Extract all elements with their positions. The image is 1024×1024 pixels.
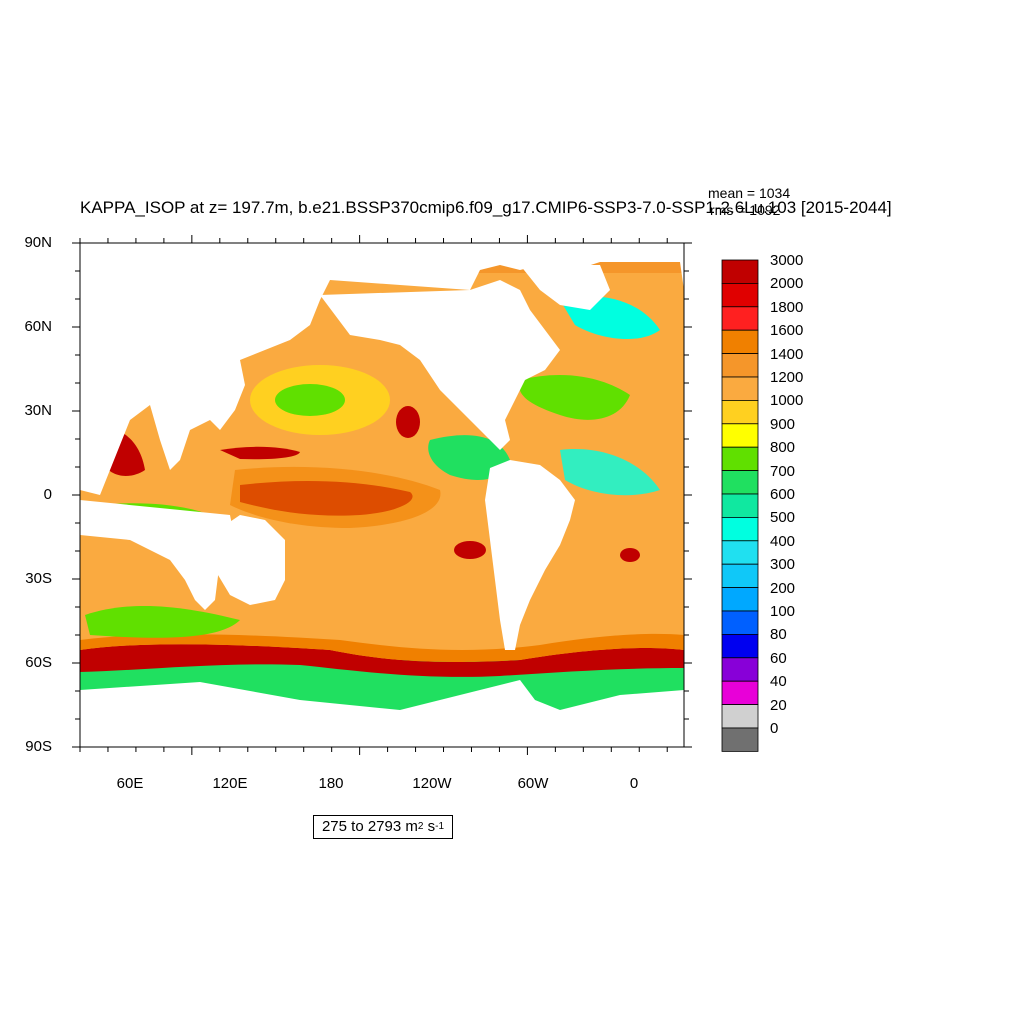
colorbar-label: 900 bbox=[770, 415, 796, 433]
colorbar-box bbox=[721, 493, 759, 518]
eurasia-land bbox=[80, 243, 684, 495]
acc-orange-band bbox=[80, 633, 684, 662]
x-tick-label-120w: 120W bbox=[412, 775, 452, 792]
colorbar-label: 0 bbox=[770, 720, 779, 737]
colorbar bbox=[721, 259, 759, 752]
antarctica-land bbox=[80, 680, 684, 747]
colorbar-box bbox=[721, 282, 759, 308]
colorbar-label: 60 bbox=[770, 649, 787, 667]
colorbar-label: 800 bbox=[770, 439, 796, 457]
colorbar-box bbox=[721, 353, 759, 378]
y-tick-label-30n: 30N bbox=[24, 402, 52, 419]
colorbar-box bbox=[721, 423, 759, 448]
x-tick-label-0: 0 bbox=[629, 775, 639, 792]
colorbar-box bbox=[721, 540, 759, 565]
range-prefix: 275 to 2793 m bbox=[321, 818, 418, 835]
stat-rms: rms = 1092 bbox=[710, 202, 781, 218]
colorbar-label: 1000 bbox=[770, 392, 804, 410]
colorbar-label: 3000 bbox=[770, 252, 804, 269]
colorbar-box bbox=[721, 704, 759, 729]
colorbar-label: 500 bbox=[770, 509, 796, 527]
colorbar-box bbox=[721, 657, 759, 682]
colorbar-box bbox=[721, 399, 759, 425]
colorbar-label: 400 bbox=[770, 532, 796, 550]
colorbar-box bbox=[721, 259, 759, 284]
north-america-land bbox=[320, 280, 560, 450]
y-tick-label-90n: 90N bbox=[24, 234, 52, 251]
sep-red bbox=[454, 541, 486, 559]
np-red-eddy bbox=[396, 406, 420, 438]
colorbar-box bbox=[721, 306, 759, 331]
natl-green bbox=[519, 375, 630, 420]
colorbar-box bbox=[721, 329, 759, 355]
x-tick-label-60w: 60W bbox=[517, 775, 549, 792]
colorbar-label: 1600 bbox=[770, 322, 804, 340]
colorbar-label: 100 bbox=[770, 603, 796, 620]
colorbar-label: 700 bbox=[770, 462, 796, 480]
stat-mean: mean = 1034 bbox=[708, 185, 791, 201]
sio-green bbox=[85, 605, 240, 638]
colorbar-box bbox=[721, 563, 759, 589]
acc-red-band bbox=[80, 644, 684, 677]
colorbar-box bbox=[721, 517, 759, 542]
colorbar-label: 200 bbox=[770, 579, 796, 597]
nw-pacific-red bbox=[220, 446, 300, 460]
etp-green bbox=[428, 435, 510, 480]
tatl-cyan bbox=[560, 449, 660, 496]
axis-ticks bbox=[72, 235, 692, 755]
range-exp2: -1 bbox=[435, 821, 445, 832]
colorbar-label: 1200 bbox=[770, 369, 804, 386]
colorbar-label: 1800 bbox=[770, 298, 804, 316]
colorbar-label: 600 bbox=[770, 486, 796, 503]
south-america-land bbox=[485, 460, 575, 650]
y-tick-label-60n: 60N bbox=[24, 318, 52, 335]
data-range-label: 275 to 2793 m2 s-1 bbox=[313, 815, 453, 839]
map-field bbox=[80, 243, 684, 747]
np-green bbox=[275, 384, 345, 416]
x-tick-label-180: 180 bbox=[318, 775, 344, 792]
colorbar-label: 40 bbox=[770, 673, 787, 691]
colorbar-label: 1400 bbox=[770, 345, 804, 363]
y-tick-label-60s: 60S bbox=[25, 654, 52, 671]
colorbar-box bbox=[721, 470, 759, 495]
satl-red bbox=[620, 548, 640, 562]
range-mid: s bbox=[423, 818, 436, 835]
plot-title: KAPPA_ISOP at z= 197.7m, b.e21.BSSP370cm… bbox=[80, 198, 892, 217]
x-tick-label-120e: 120E bbox=[212, 775, 248, 792]
australia-land bbox=[218, 515, 285, 605]
colorbar-box bbox=[721, 680, 759, 706]
colorbar-label: 80 bbox=[770, 626, 787, 644]
colorbar-box bbox=[721, 446, 759, 472]
y-tick-label-eq: 0 bbox=[43, 486, 52, 503]
colorbar-box bbox=[721, 587, 759, 612]
colorbar-box bbox=[721, 727, 759, 752]
colorbar-label: 300 bbox=[770, 556, 796, 574]
x-tick-label-60e: 60E bbox=[116, 775, 144, 792]
africa-land bbox=[80, 500, 235, 610]
land bbox=[80, 243, 684, 747]
colorbar-box bbox=[721, 376, 759, 401]
y-tick-label-30s: 30S bbox=[25, 570, 52, 587]
eq-pacific-orange bbox=[230, 466, 441, 528]
range-exp1: 2 bbox=[417, 821, 424, 832]
colorbar-label: 20 bbox=[770, 696, 787, 714]
colorbar-label: 2000 bbox=[770, 275, 804, 293]
colorbar-box bbox=[721, 634, 759, 659]
y-tick-label-90s: 90S bbox=[25, 738, 52, 755]
colorbar-box bbox=[721, 610, 759, 635]
greenland-land bbox=[520, 265, 610, 310]
